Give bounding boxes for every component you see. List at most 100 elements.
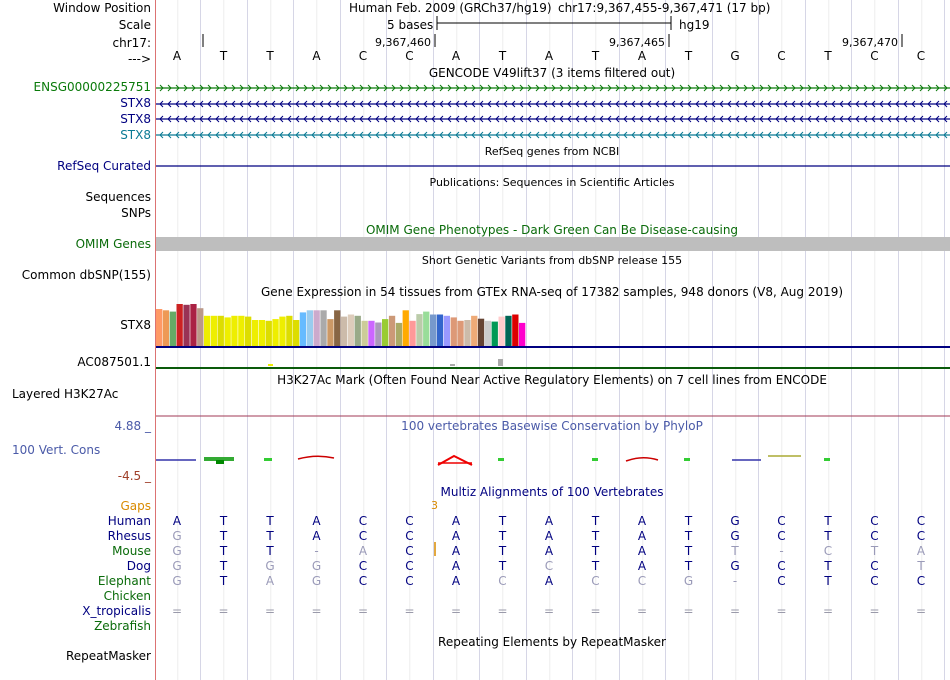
strand-arrow bbox=[759, 100, 764, 108]
strand-arrow bbox=[711, 115, 716, 123]
gtex-tissue-bar bbox=[190, 304, 197, 346]
strand-arrow bbox=[695, 115, 700, 123]
strand-arrow bbox=[655, 84, 660, 92]
strand-arrow bbox=[895, 84, 900, 92]
strand-arrow bbox=[543, 115, 548, 123]
track-label-repeatmasker[interactable]: RepeatMasker bbox=[65, 649, 151, 663]
alignment-base: T bbox=[824, 514, 832, 528]
strand-arrow bbox=[215, 84, 220, 92]
gtex-tissue-bar-small bbox=[268, 364, 273, 366]
strand-arrow bbox=[519, 131, 524, 139]
dbsnp-title: Short Genetic Variants from dbSNP releas… bbox=[421, 254, 683, 267]
gtex-tissue-bar bbox=[505, 315, 512, 346]
strand-arrow bbox=[423, 84, 428, 92]
alignment-base: C bbox=[498, 574, 507, 588]
species-label[interactable]: Human bbox=[107, 514, 151, 528]
gtex-tissue-bar bbox=[464, 320, 471, 346]
strand-arrow bbox=[543, 131, 548, 139]
track-label-ensg[interactable]: ENSG00000225751 bbox=[33, 80, 151, 94]
strand-arrow bbox=[687, 84, 692, 92]
gtex-tissue-bar bbox=[491, 321, 498, 346]
strand-arrow bbox=[863, 115, 868, 123]
track-label-snps[interactable]: SNPs bbox=[121, 206, 151, 220]
track-label-sequences[interactable]: Sequences bbox=[85, 190, 151, 204]
track-label-stx8-3[interactable]: STX8 bbox=[120, 128, 151, 142]
species-label[interactable]: Elephant bbox=[97, 574, 151, 588]
strand-arrow bbox=[695, 100, 700, 108]
track-label-stx8-1[interactable]: STX8 bbox=[120, 96, 151, 110]
strand-arrow bbox=[167, 115, 172, 123]
strand-arrow bbox=[791, 131, 796, 139]
species-label[interactable]: X_tropicalis bbox=[82, 604, 151, 618]
alignment-base: - bbox=[314, 544, 319, 558]
h3k27ac-track-lines[interactable] bbox=[156, 0, 950, 680]
alignment-base: C bbox=[405, 529, 414, 543]
strand-arrow bbox=[639, 131, 644, 139]
strand-arrow bbox=[223, 100, 228, 108]
track-label-refseq[interactable]: RefSeq Curated bbox=[57, 159, 151, 173]
gtex-tissue-bar bbox=[457, 320, 464, 346]
gtex-tissue-bar bbox=[409, 320, 416, 346]
track-label-gaps[interactable]: Gaps bbox=[120, 499, 151, 513]
track-label-dbsnp[interactable]: Common dbSNP(155) bbox=[21, 268, 151, 282]
species-label[interactable]: Mouse bbox=[112, 544, 151, 558]
strand-arrow bbox=[167, 131, 172, 139]
track-label-gtex-stx8[interactable]: STX8 bbox=[120, 318, 151, 332]
strand-arrow bbox=[799, 115, 804, 123]
track-label-omim[interactable]: OMIM Genes bbox=[75, 237, 151, 251]
species-label[interactable]: Zebrafish bbox=[94, 619, 151, 633]
strand-arrow bbox=[335, 100, 340, 108]
species-label[interactable]: Rhesus bbox=[107, 529, 151, 543]
strand-arrow bbox=[319, 84, 324, 92]
strand-arrow bbox=[543, 100, 548, 108]
species-label[interactable]: Dog bbox=[126, 559, 151, 573]
strand-arrow bbox=[583, 100, 588, 108]
strand-arrow bbox=[175, 84, 180, 92]
track-label-gtex-ac087501[interactable]: AC087501.1 bbox=[77, 355, 151, 369]
gtex-tissue-bar bbox=[512, 314, 519, 346]
strand-arrow bbox=[655, 100, 660, 108]
refseq-gene-line[interactable] bbox=[156, 0, 950, 170]
strand-arrow bbox=[911, 84, 916, 92]
strand-arrow bbox=[167, 84, 172, 92]
strand-arrow bbox=[615, 100, 620, 108]
alignment-base: A bbox=[451, 529, 461, 543]
base-grid-lines bbox=[177, 0, 945, 680]
strand-arrow bbox=[311, 115, 316, 123]
gtex-tissue-bar bbox=[279, 316, 286, 346]
track-view-area[interactable]: Human Feb. 2009 (GRCh37/hg19) chr17:9,36… bbox=[156, 0, 950, 680]
gencode-gene-lines[interactable] bbox=[156, 0, 950, 150]
strand-arrow bbox=[415, 84, 420, 92]
strand-arrow bbox=[607, 131, 612, 139]
track-label-h3k27ac[interactable]: Layered H3K27Ac bbox=[12, 387, 119, 401]
gap-count: 3 bbox=[431, 499, 438, 512]
phylop-conservation-plot[interactable] bbox=[156, 0, 950, 680]
strand-arrow bbox=[831, 100, 836, 108]
position-text: chr17:9,367,455-9,367,471 (17 bp) bbox=[558, 1, 771, 15]
alignment-base: T bbox=[684, 544, 693, 558]
alignment-base: A bbox=[637, 559, 647, 573]
reference-base: T bbox=[684, 49, 693, 63]
phylop-min-label: -4.5 _ bbox=[117, 469, 151, 483]
alignment-base: A bbox=[172, 514, 182, 528]
species-label[interactable]: Chicken bbox=[103, 589, 151, 603]
track-label-stx8-2[interactable]: STX8 bbox=[120, 112, 151, 126]
strand-arrow bbox=[471, 84, 476, 92]
gtex-bar-graph[interactable] bbox=[156, 0, 950, 680]
strand-arrow bbox=[743, 84, 748, 92]
strand-arrow bbox=[575, 131, 580, 139]
strand-arrow bbox=[687, 100, 692, 108]
track-label-phylop[interactable]: 100 Vert. Cons bbox=[12, 443, 101, 457]
strand-arrow bbox=[495, 115, 500, 123]
strand-arrow bbox=[815, 84, 820, 92]
alignment-base: C bbox=[916, 529, 926, 543]
alignment-base: T bbox=[266, 529, 274, 543]
gtex-tissue-bar bbox=[430, 314, 437, 346]
alignment-base: = bbox=[218, 604, 229, 618]
strand-arrow bbox=[799, 131, 804, 139]
strand-arrow bbox=[287, 131, 292, 139]
strand-arrow bbox=[639, 100, 644, 108]
omim-gene-bar[interactable] bbox=[156, 237, 950, 251]
phylop-title: 100 vertebrates Basewise Conservation by… bbox=[401, 419, 703, 433]
strand-arrow bbox=[447, 100, 452, 108]
